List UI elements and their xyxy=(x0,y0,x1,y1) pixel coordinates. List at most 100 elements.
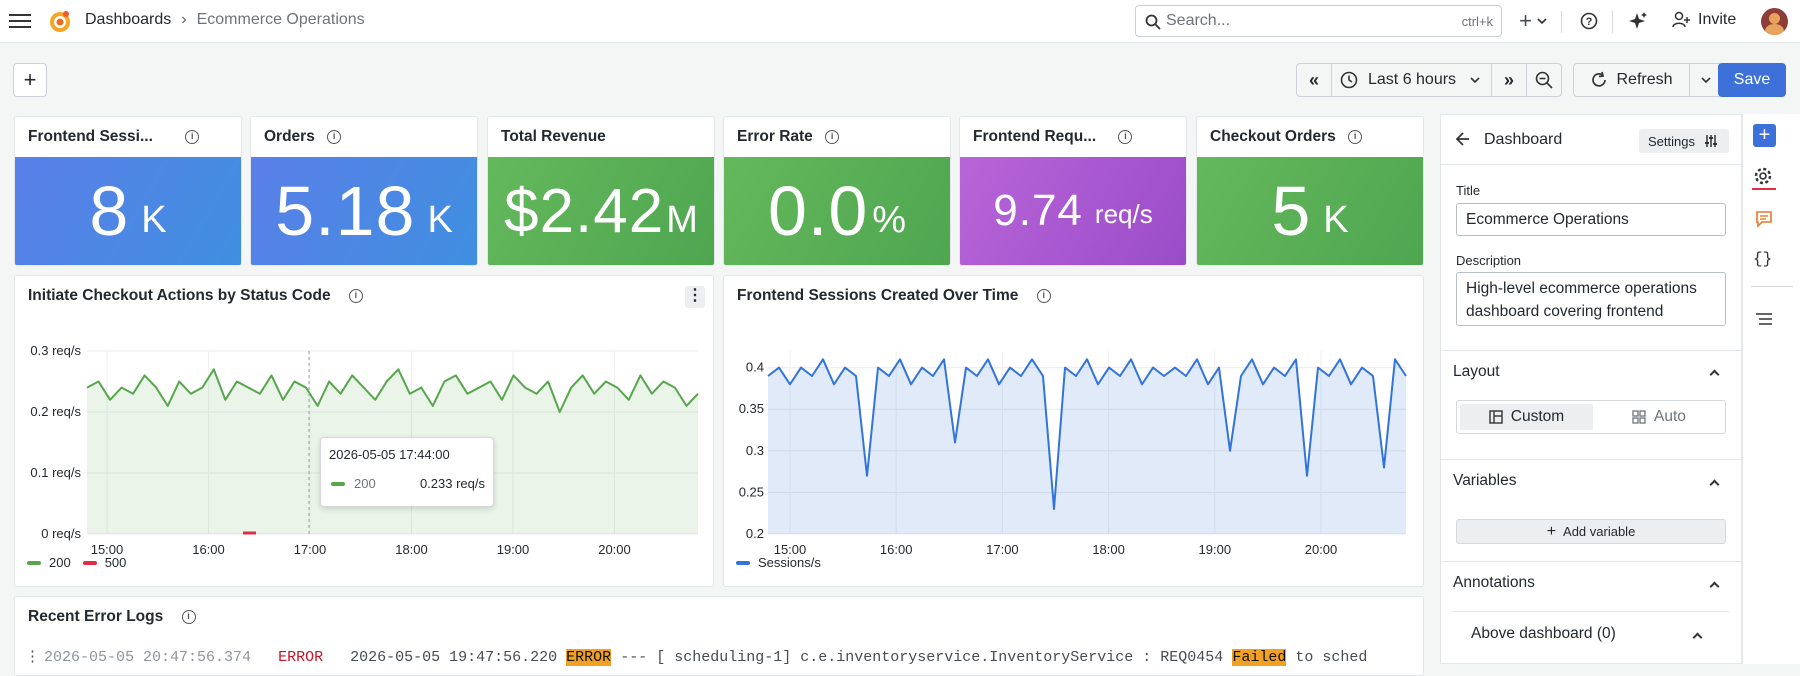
menu-icon[interactable] xyxy=(9,11,31,31)
stat-panel-orders[interactable]: Orders i 5.18 K xyxy=(250,116,478,266)
chevron-down-icon xyxy=(1470,77,1480,84)
avatar[interactable] xyxy=(1761,8,1788,35)
log-message: to sched xyxy=(1295,649,1368,666)
x-tick-label: 15:00 xyxy=(774,542,807,557)
json-icon[interactable]: {} xyxy=(1753,250,1773,268)
chevron-up-icon[interactable] xyxy=(1709,581,1720,592)
time-shift-forward-button[interactable]: » xyxy=(1491,63,1527,97)
panel-title: Orders xyxy=(264,128,315,145)
description-textarea[interactable]: High-level ecommerce operations dashboar… xyxy=(1456,272,1726,326)
refresh-button[interactable]: Refresh xyxy=(1573,63,1690,97)
info-icon[interactable]: i xyxy=(348,288,363,303)
legend-swatch xyxy=(27,560,41,565)
legend-item-200[interactable]: 200 xyxy=(49,555,71,570)
chevron-up-icon[interactable] xyxy=(1709,369,1720,380)
checkout-chart-panel[interactable]: Initiate Checkout Actions by Status Code… xyxy=(14,275,714,587)
above-dashboard-header[interactable]: Above dashboard (0) xyxy=(1471,625,1616,642)
info-icon[interactable]: i xyxy=(825,129,840,144)
variables-header[interactable]: Variables xyxy=(1453,472,1517,489)
comment-icon[interactable] xyxy=(1755,210,1773,228)
sessions-chart-panel[interactable]: Frontend Sessions Created Over Time i 0.… xyxy=(723,275,1424,587)
tooltip-value: 0.233 req/s xyxy=(419,476,485,491)
time-shift-back-button[interactable]: « xyxy=(1296,63,1332,97)
tooltip-time: 2026-05-05 17:44:00 xyxy=(329,447,450,462)
save-button[interactable]: Save xyxy=(1718,63,1786,97)
panel-title: Frontend Sessions Created Over Time xyxy=(737,287,1019,304)
settings-button[interactable]: Settings xyxy=(1639,129,1729,153)
legend-item-sessions[interactable]: Sessions/s xyxy=(758,555,821,570)
stat-panel-frontend-requests[interactable]: Frontend Requ... i 9.74 req/s xyxy=(959,116,1187,266)
add-variable-button[interactable]: + Add variable xyxy=(1456,519,1726,544)
zoom-out-button[interactable] xyxy=(1526,63,1562,97)
settings-label: Settings xyxy=(1648,133,1695,149)
legend-swatch xyxy=(82,560,97,565)
description-label: Description xyxy=(1456,253,1522,268)
layout-custom-option[interactable]: Custom xyxy=(1460,404,1593,430)
log-menu-icon[interactable]: ⋮ xyxy=(25,649,40,666)
breadcrumb-dashboards[interactable]: Dashboards xyxy=(85,11,172,28)
info-icon[interactable]: i xyxy=(181,609,196,624)
add-button[interactable]: + xyxy=(1753,124,1776,147)
dashboard-settings-sidebar: Dashboard Settings Title Ecommerce Opera… xyxy=(1440,114,1742,664)
legend: Sessions/s xyxy=(736,555,821,570)
svg-text:?: ? xyxy=(1586,16,1593,28)
layout-header[interactable]: Layout xyxy=(1453,363,1500,380)
plus-icon: + xyxy=(23,67,37,92)
legend: 200 500 xyxy=(27,555,126,570)
title-input[interactable]: Ecommerce Operations xyxy=(1456,203,1726,236)
info-icon[interactable]: i xyxy=(327,129,342,144)
x-tick-label: 17:00 xyxy=(294,542,327,557)
info-icon[interactable]: i xyxy=(1036,288,1051,303)
save-label: Save xyxy=(1733,71,1771,88)
sliders-icon xyxy=(1704,135,1717,147)
panel-title: Error Rate xyxy=(737,128,813,145)
log-highlight: ERROR xyxy=(566,649,612,666)
invite-button[interactable]: Invite xyxy=(1672,11,1736,29)
outline-icon[interactable] xyxy=(1756,312,1772,326)
breadcrumb-separator: › xyxy=(181,11,187,28)
layout-auto-option[interactable]: Auto xyxy=(1594,404,1724,430)
panel-title: Checkout Orders xyxy=(1210,128,1336,145)
search-placeholder: Search... xyxy=(1166,12,1231,29)
info-icon[interactable]: i xyxy=(185,129,200,144)
x-tick-label: 20:00 xyxy=(598,542,631,557)
divider xyxy=(1561,11,1562,33)
assistant-sparkle-icon[interactable] xyxy=(1627,10,1649,32)
grafana-logo-icon[interactable] xyxy=(47,9,72,34)
time-range-picker[interactable]: Last 6 hours xyxy=(1331,63,1492,97)
layout-auto-label: Auto xyxy=(1654,408,1686,425)
plus-icon: + xyxy=(1546,522,1557,540)
stat-panel-total-revenue[interactable]: Total Revenue $2.42 M xyxy=(487,116,715,266)
info-icon[interactable]: i xyxy=(1118,129,1133,144)
stat-panel-error-rate[interactable]: Error Rate i 0.0% xyxy=(723,116,951,266)
chevron-up-icon[interactable] xyxy=(1692,632,1703,643)
back-arrow-icon[interactable] xyxy=(1456,132,1470,146)
log-timestamp: 2026-05-05 20:47:56.374 xyxy=(44,649,252,666)
double-chevron-right-icon: » xyxy=(1503,69,1514,90)
x-tick-label: 16:00 xyxy=(192,542,225,557)
invite-label: Invite xyxy=(1698,11,1737,28)
series-line-sessions-s xyxy=(767,358,1407,510)
annotations-header[interactable]: Annotations xyxy=(1453,574,1535,591)
y-tick-label: 0 req/s xyxy=(41,526,81,541)
zoom-out-icon xyxy=(1535,71,1553,89)
tooltip-swatch xyxy=(331,482,345,486)
legend-item-500[interactable]: 500 xyxy=(104,555,127,570)
legend-swatch xyxy=(736,560,750,565)
chevron-up-icon[interactable] xyxy=(1709,479,1720,490)
logs-panel[interactable]: Recent Error Logs i xyxy=(14,596,1424,676)
rail-divider xyxy=(1751,286,1793,287)
new-dropdown-button[interactable]: + xyxy=(1515,8,1551,33)
panel-menu-button[interactable]: ⋮ xyxy=(685,286,705,308)
log-line[interactable]: ⋮ 2026-05-05 20:47:56.374 ERROR 2026-05-0… xyxy=(25,647,1367,666)
search-input[interactable]: Search... ctrl+k xyxy=(1135,5,1502,37)
add-panel-button[interactable]: + xyxy=(13,63,47,97)
info-icon[interactable]: i xyxy=(1348,129,1363,144)
series-line-200 xyxy=(86,368,699,413)
tooltip: 2026-05-05 17:44:00 200 0.233 req/s xyxy=(320,437,494,507)
help-icon[interactable]: ? xyxy=(1579,11,1599,31)
gear-icon[interactable] xyxy=(1752,166,1776,190)
